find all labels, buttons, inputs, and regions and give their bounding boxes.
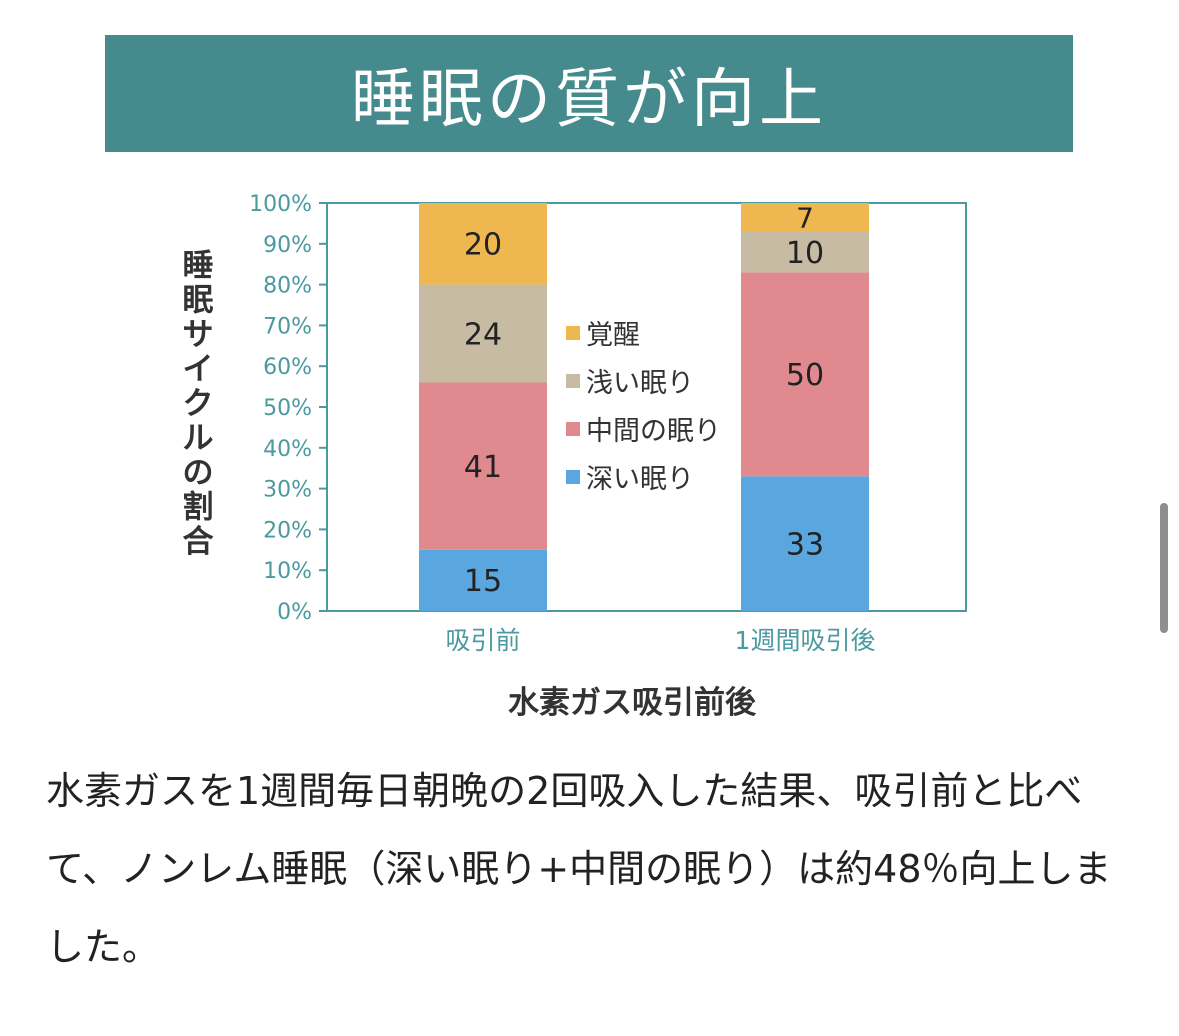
title-banner: 睡眠の質が向上 [105,35,1073,152]
y-tick-label: 20% [263,518,312,543]
data-label: 7 [796,201,814,234]
x-tick-label: 1週間吸引後 [735,626,876,655]
y-tick-label: 40% [263,437,312,462]
bar-segment [419,382,547,550]
data-label: 50 [786,358,824,393]
scrollbar[interactable] [1160,503,1168,633]
data-label: 10 [786,236,824,271]
y-tick-label: 50% [263,396,312,421]
caption-text: 水素ガスを1週間毎日朝晩の2回吸入した結果、吸引前と比べて、ノンレム睡眠（深い眠… [46,769,1112,969]
legend-label: 深い眠り [586,464,694,495]
legend-label: 中間の眠り [586,416,721,447]
legend-label: 覚醒 [586,320,640,351]
y-tick-label: 10% [263,559,312,584]
y-tick-label: 90% [263,233,312,258]
y-tick-label: 100% [249,192,312,217]
data-label: 24 [464,317,502,352]
data-label: 15 [464,564,502,599]
legend-swatch [566,422,580,436]
y-tick-label: 0% [277,600,312,625]
legend-label: 浅い眠り [586,368,694,399]
sleep-cycle-chart: 0% 10% 20% 30% 40% 50% 60% 70% 80% 90% 100% 睡眠サイクルの… [183,192,967,721]
y-tick-label: 80% [263,274,312,299]
page-title: 睡眠の質が向上 [351,62,827,137]
y-axis-label: 睡眠サイクルの割合 [183,248,214,560]
bar-segment [419,203,547,285]
data-label: 41 [464,450,502,485]
y-tick-label: 70% [263,314,312,339]
bar-segment [419,284,547,383]
y-tick-label: 30% [263,478,312,503]
x-axis-label: 水素ガス吸引前後 [508,685,757,721]
legend-swatch [566,326,580,340]
bar-segment [741,272,869,477]
legend-swatch [566,470,580,484]
y-tick-label: 60% [263,355,312,380]
data-label: 20 [464,228,502,263]
bar-segment [419,549,547,611]
bar-segment [741,203,869,232]
x-tick-label: 吸引前 [445,626,520,655]
bar-segment [741,476,869,611]
legend-swatch [566,374,580,388]
bar-segment [741,231,869,273]
data-label: 33 [786,527,824,562]
